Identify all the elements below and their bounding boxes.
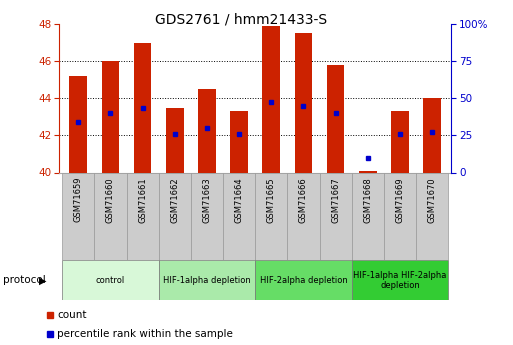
Text: ▶: ▶: [39, 275, 46, 285]
Bar: [94, 172, 127, 260]
Text: GSM71666: GSM71666: [299, 177, 308, 223]
Bar: [255, 260, 352, 300]
Text: HIF-1alpha depletion: HIF-1alpha depletion: [163, 276, 251, 285]
Bar: [191, 172, 223, 260]
Text: count: count: [57, 310, 87, 320]
Bar: [352, 260, 448, 300]
Text: GSM71664: GSM71664: [234, 177, 244, 223]
Bar: [159, 172, 191, 260]
Text: GSM71659: GSM71659: [74, 177, 83, 223]
Bar: [384, 172, 416, 260]
Bar: [159, 260, 255, 300]
Bar: [255, 172, 287, 260]
Text: GSM71669: GSM71669: [396, 177, 404, 223]
Bar: [423, 98, 441, 172]
Text: GSM71660: GSM71660: [106, 177, 115, 223]
Bar: [320, 172, 352, 260]
Text: GSM71661: GSM71661: [138, 177, 147, 223]
Bar: [352, 172, 384, 260]
Bar: [127, 172, 159, 260]
Text: GSM71670: GSM71670: [428, 177, 437, 223]
Text: GSM71668: GSM71668: [363, 177, 372, 223]
Text: GSM71663: GSM71663: [203, 177, 211, 223]
Bar: [263, 26, 280, 172]
Bar: [294, 33, 312, 172]
Text: control: control: [96, 276, 125, 285]
Bar: [102, 61, 120, 172]
Bar: [166, 108, 184, 172]
Text: GDS2761 / hmm21433-S: GDS2761 / hmm21433-S: [155, 12, 327, 26]
Bar: [62, 260, 159, 300]
Text: GSM71662: GSM71662: [170, 177, 180, 223]
Bar: [62, 172, 94, 260]
Bar: [69, 76, 87, 172]
Text: HIF-2alpha depletion: HIF-2alpha depletion: [260, 276, 347, 285]
Bar: [327, 65, 345, 172]
Text: GSM71667: GSM71667: [331, 177, 340, 223]
Text: HIF-1alpha HIF-2alpha
depletion: HIF-1alpha HIF-2alpha depletion: [353, 270, 447, 290]
Bar: [416, 172, 448, 260]
Text: GSM71665: GSM71665: [267, 177, 276, 223]
Bar: [223, 172, 255, 260]
Bar: [134, 43, 151, 172]
Text: protocol: protocol: [3, 275, 45, 285]
Bar: [359, 171, 377, 172]
Bar: [230, 111, 248, 172]
Bar: [198, 89, 216, 172]
Bar: [391, 111, 409, 172]
Bar: [287, 172, 320, 260]
Text: percentile rank within the sample: percentile rank within the sample: [57, 329, 233, 338]
